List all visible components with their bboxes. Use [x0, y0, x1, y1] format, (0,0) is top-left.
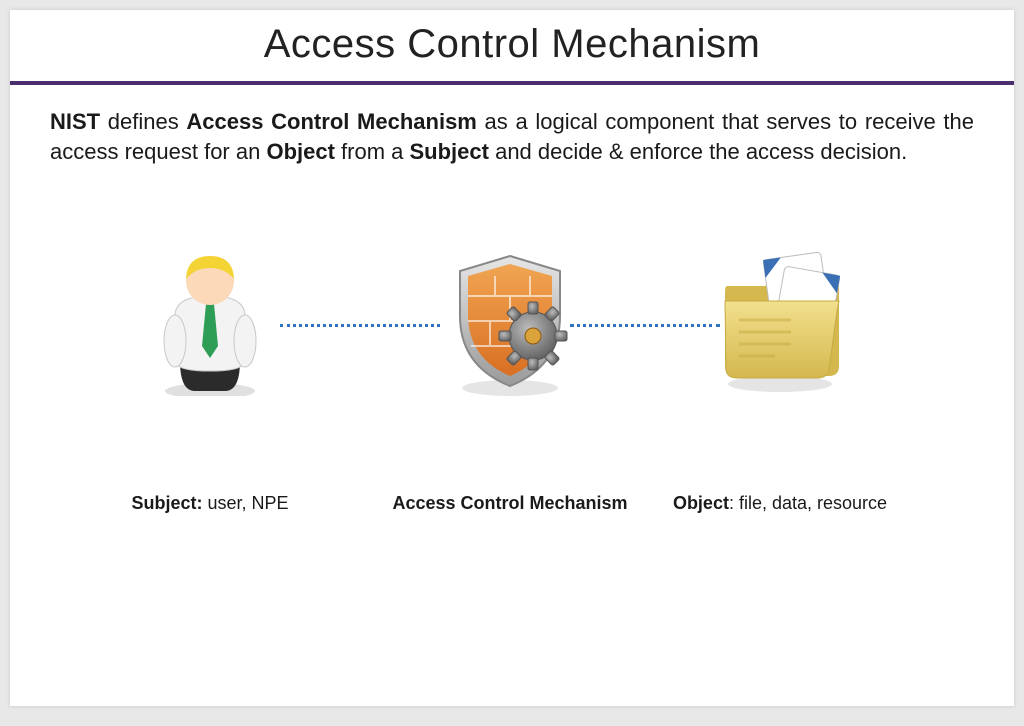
node-object	[690, 246, 870, 396]
def-subject: Subject	[410, 139, 489, 164]
folder-files-icon	[705, 246, 855, 396]
caption-acm: Access Control Mechanism	[380, 491, 640, 516]
caption-object: Object: file, data, resource	[630, 491, 930, 516]
def-nist: NIST	[50, 109, 100, 134]
node-acm	[420, 246, 600, 396]
caption-subject: Subject: user, NPE	[85, 491, 335, 516]
caption-object-rest: : file, data, resource	[729, 493, 887, 513]
diagram	[10, 246, 1014, 446]
caption-acm-bold: Access Control Mechanism	[392, 493, 627, 513]
node-subject	[120, 246, 300, 396]
connector-subject-acm	[280, 324, 440, 327]
definition-text: NIST defines Access Control Mechanism as…	[10, 85, 1014, 166]
def-t3: from a	[335, 139, 410, 164]
def-object: Object	[266, 139, 334, 164]
def-t1: defines	[100, 109, 186, 134]
caption-subject-bold: Subject:	[131, 493, 202, 513]
caption-subject-rest: user, NPE	[202, 493, 288, 513]
def-term: Access Control Mechanism	[186, 109, 476, 134]
slide: Access Control Mechanism NIST defines Ac…	[10, 10, 1014, 706]
person-icon	[135, 246, 285, 396]
shield-gear-icon	[435, 246, 585, 396]
def-t4: and decide & enforce the access decision…	[489, 139, 907, 164]
slide-title: Access Control Mechanism	[10, 10, 1014, 81]
caption-object-bold: Object	[673, 493, 729, 513]
